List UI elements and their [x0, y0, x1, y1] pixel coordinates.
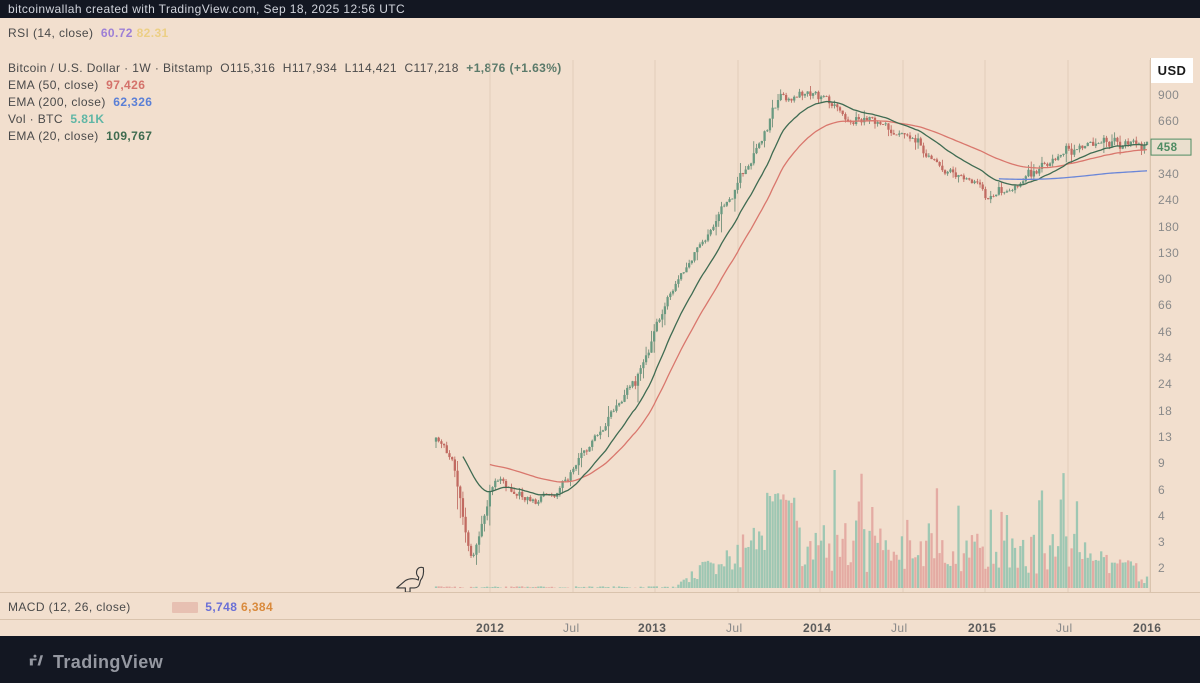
svg-text:458: 458	[1157, 142, 1178, 154]
